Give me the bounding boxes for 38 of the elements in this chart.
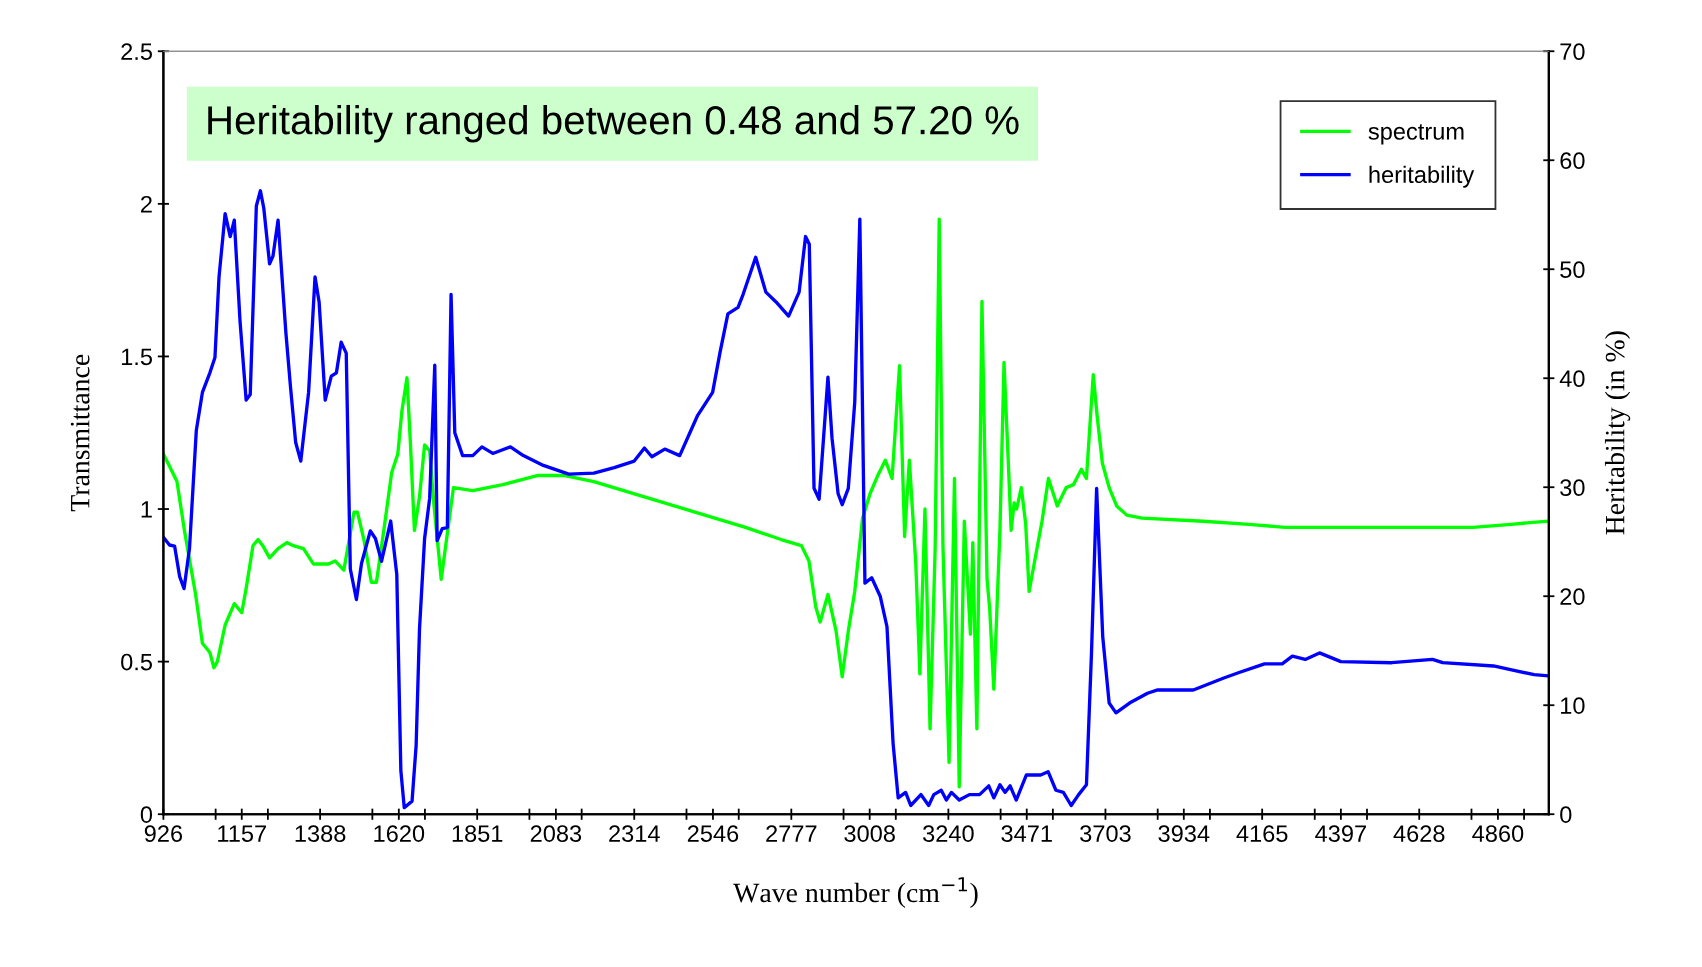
x-tick-label: 4628	[1393, 825, 1445, 842]
x-tick-label: 2546	[687, 825, 739, 842]
legend-label: spectrum	[1368, 124, 1464, 145]
y-tick-label: 0.5	[121, 653, 152, 671]
x-tick-label: 1620	[374, 825, 425, 842]
annotation: Heritability ranged between 0.48 and 57.20 %	[208, 104, 1019, 143]
y-tick-label: 2	[141, 195, 152, 213]
y2-tick-label: 60	[1560, 152, 1585, 170]
x-tick-label: 3934	[1158, 825, 1210, 842]
x-tick-label: 2314	[609, 825, 660, 842]
y2-tick-label: 10	[1561, 697, 1585, 715]
y-tick-label: 1.5	[121, 348, 152, 366]
x-tick-label: 3703	[1080, 825, 1131, 842]
x-axis-title: Wave number (cm$^{−1}$)	[733, 877, 978, 908]
x-tick-label: 3008	[844, 825, 895, 842]
y2-tick-label: 70	[1560, 43, 1585, 61]
y-axis-title: Transmittance	[70, 354, 90, 512]
x-tick-label: 2083	[530, 825, 582, 842]
y-tick-label: 0	[140, 806, 153, 823]
y-tick-label: 1	[141, 501, 152, 518]
x-tick-label: 4397	[1315, 825, 1366, 842]
y2-tick-label: 0	[1560, 806, 1572, 823]
y2-tick-label: 20	[1560, 588, 1585, 606]
x-tick-label: 1851	[452, 825, 503, 842]
y2-tick-label: 30	[1560, 479, 1585, 497]
y2-axis-title: Heritability (in %)	[1604, 331, 1631, 535]
y-tick-label: 2.5	[121, 43, 152, 61]
x-tick-label: 1388	[295, 825, 346, 842]
x-tick-label: 3471	[1001, 825, 1052, 842]
y2-tick-label: 40	[1559, 370, 1585, 388]
x-tick-label: 3240	[923, 825, 974, 842]
x-tick-label: 2777	[766, 825, 817, 842]
x-tick-label: 1157	[218, 825, 266, 842]
x-tick-label: 4165	[1236, 825, 1288, 842]
x-tick-label: 926	[144, 825, 183, 842]
x-tick-label: 4860	[1472, 825, 1524, 842]
legend-label: heritability	[1369, 165, 1475, 188]
y2-tick-label: 50	[1560, 261, 1585, 279]
